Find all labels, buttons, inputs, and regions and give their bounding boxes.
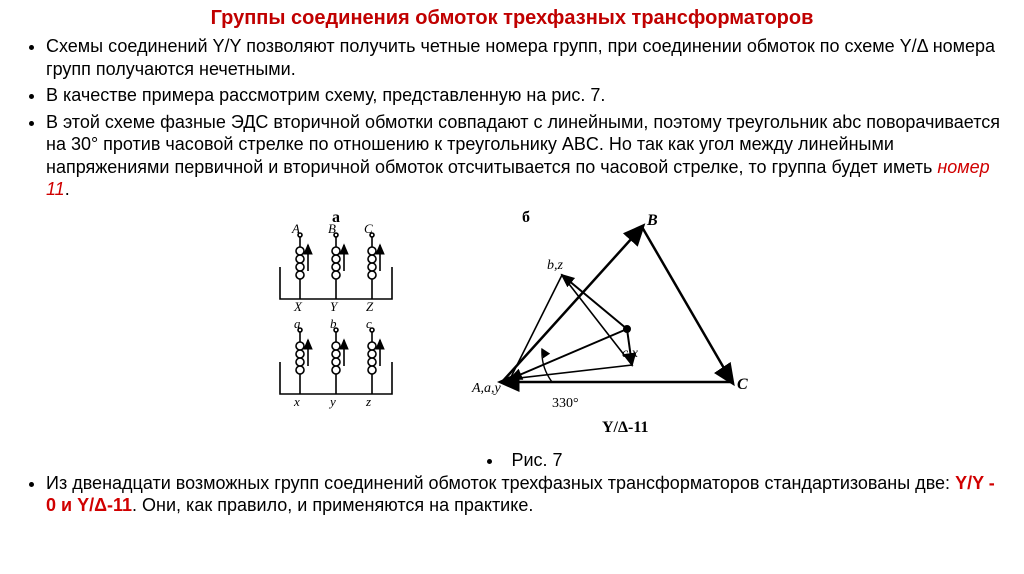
vec-bz: b,z — [547, 258, 564, 273]
vec-C: C — [737, 376, 748, 393]
page-title: Группы соединения обмоток трехфазных тра… — [20, 6, 1004, 31]
caption-list: Рис. 7 Из двенадцати возможных групп сое… — [20, 449, 1004, 517]
lbl-Y: Y — [330, 299, 339, 314]
bullet-3-text-b: . — [65, 179, 70, 199]
bullet-list: Схемы соединений Y/Y позволяют получить … — [20, 35, 1004, 201]
lbl-x: x — [293, 394, 300, 409]
lbl-y: y — [328, 394, 336, 409]
lbl-z: z — [365, 394, 371, 409]
panel-b-label: б — [522, 209, 530, 226]
bullet-4: Из двенадцати возможных групп соединений… — [46, 472, 1004, 517]
bullet-3: В этой схеме фазные ЭДС вторичной обмотк… — [46, 111, 1004, 201]
figure-7: а б A X B — [20, 207, 1004, 448]
vec-Aay: A,a,y — [471, 381, 502, 396]
bullet-1: Схемы соединений Y/Y позволяют получить … — [46, 35, 1004, 80]
vec-cx: c,x — [622, 346, 639, 361]
bullet-3-text-a: В этой схеме фазные ЭДС вторичной обмотк… — [46, 112, 1000, 177]
bullet-2: В качестве примера рассмотрим схему, пре… — [46, 84, 1004, 107]
bullet-4-text-b: . Они, как правило, и применяются на пра… — [132, 495, 533, 515]
bullet-4-text-a: Из двенадцати возможных групп соединений… — [46, 473, 955, 493]
lbl-Z: Z — [366, 299, 374, 314]
scheme-label: Y/Δ-11 — [602, 419, 648, 436]
angle-330: 330° — [552, 396, 579, 411]
figure-caption: Рис. 7 — [46, 449, 1004, 472]
vec-B: B — [646, 212, 658, 229]
lbl-X: X — [293, 299, 303, 314]
